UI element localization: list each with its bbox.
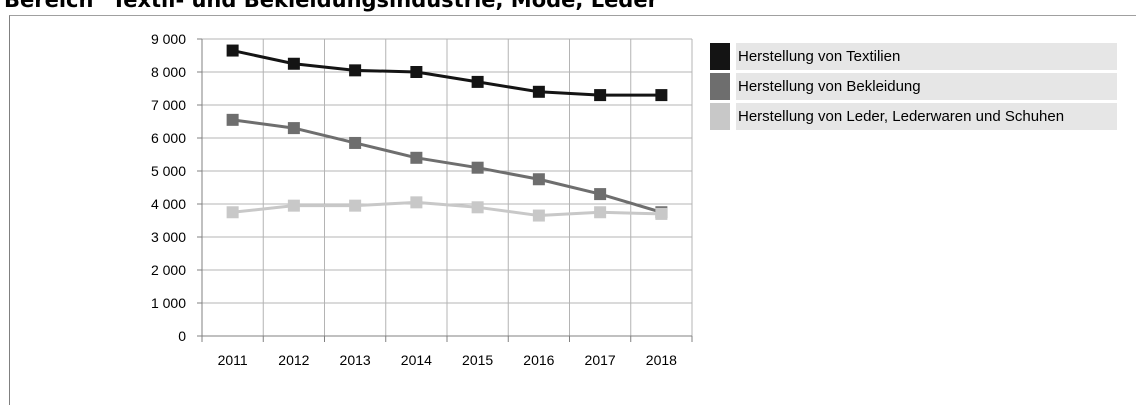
legend-swatch-leder (710, 103, 730, 130)
data-point (594, 188, 607, 201)
x-tick-label: 2018 (646, 352, 677, 368)
x-tick-label: 2012 (278, 352, 309, 368)
data-point (655, 89, 668, 102)
data-point (532, 209, 545, 222)
axis-layer: 0 1 000 2 000 3 000 4 000 5 000 6 000 7 000 8 00… (151, 31, 693, 368)
legend-item-leder: Herstellung von Leder, Lederwaren und Sc… (710, 103, 1117, 130)
y-tick-label: 7 000 (151, 97, 186, 113)
y-tick-label: 8 000 (151, 64, 186, 80)
y-tick-label: 5 000 (151, 163, 186, 179)
legend-swatch-textilien (710, 43, 730, 70)
x-tick-label: 2015 (462, 352, 493, 368)
series-line (232, 118, 662, 214)
data-point (410, 66, 423, 78)
data-point (471, 201, 484, 214)
data-point (471, 75, 484, 88)
data-point (410, 196, 423, 209)
x-tick-label: 2016 (523, 352, 554, 368)
data-point (410, 151, 423, 164)
chart-frame (9, 15, 1136, 405)
y-tick-label: 9 000 (151, 31, 186, 47)
series-layer (226, 44, 668, 222)
legend-item-textilien: Herstellung von Textilien (710, 43, 1117, 70)
data-point (226, 44, 239, 57)
chart-legend: Herstellung von Textilien Herstellung vo… (710, 43, 1117, 133)
data-point (349, 199, 362, 212)
x-tick-label: 2017 (585, 352, 616, 368)
data-point (349, 64, 362, 77)
data-point (655, 207, 668, 220)
y-tick-label: 1 000 (151, 295, 186, 311)
series-line (232, 200, 662, 218)
y-tick-label: 4 000 (151, 196, 186, 212)
page-title: Bereich "Textil- und Bekleidungsindustri… (4, 0, 669, 12)
data-point (594, 206, 607, 219)
grid-layer (201, 38, 693, 337)
legend-label-textilien: Herstellung von Textilien (736, 43, 1117, 70)
series-line (232, 49, 662, 97)
x-tick-label: 2014 (401, 352, 432, 368)
data-point (532, 85, 545, 98)
data-point (471, 161, 484, 174)
data-point (594, 89, 607, 102)
y-tick-label: 6 000 (151, 130, 186, 146)
data-point (349, 136, 362, 149)
legend-item-bekleidung: Herstellung von Bekleidung (710, 73, 1117, 100)
data-point (287, 122, 300, 135)
x-tick-label: 2013 (340, 352, 371, 368)
data-point (532, 173, 545, 186)
legend-swatch-bekleidung (710, 73, 730, 100)
y-tick-label: 2 000 (151, 262, 186, 278)
data-point (287, 199, 300, 212)
series-2 (226, 196, 668, 222)
y-tick-label: 0 (178, 328, 186, 344)
legend-label-bekleidung: Herstellung von Bekleidung (736, 73, 1117, 100)
y-tick-label: 3 000 (151, 229, 186, 245)
series-0 (226, 44, 668, 102)
data-point (226, 206, 239, 219)
x-tick-label: 2011 (218, 352, 248, 368)
data-point (287, 57, 300, 70)
data-point (226, 113, 239, 126)
legend-label-leder: Herstellung von Leder, Lederwaren und Sc… (736, 103, 1117, 130)
